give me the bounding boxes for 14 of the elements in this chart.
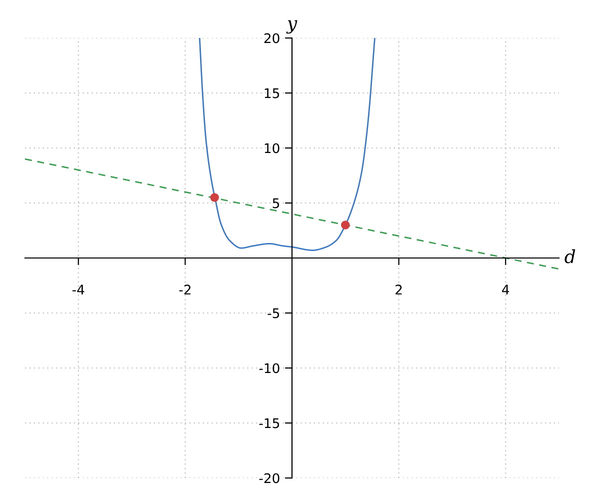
y-tick-label: 20 (264, 33, 280, 44)
x-axis-title: d (564, 249, 576, 264)
x-tick-label: -4 (72, 284, 84, 294)
y-tick-label: -20 (259, 473, 280, 484)
y-tick-label: -15 (259, 418, 280, 428)
x-tick-label: 2 (396, 284, 402, 294)
y-tick-label: -10 (259, 363, 280, 374)
y-tick-label: 10 (264, 143, 280, 154)
x-tick-label: 4 (502, 284, 510, 294)
y-tick-label: 5 (272, 198, 280, 208)
x-tick-label: -2 (179, 284, 190, 294)
y-tick-label: -5 (268, 308, 280, 318)
y-axis-title: y (286, 20, 298, 34)
y-tick-label: 15 (264, 88, 280, 98)
